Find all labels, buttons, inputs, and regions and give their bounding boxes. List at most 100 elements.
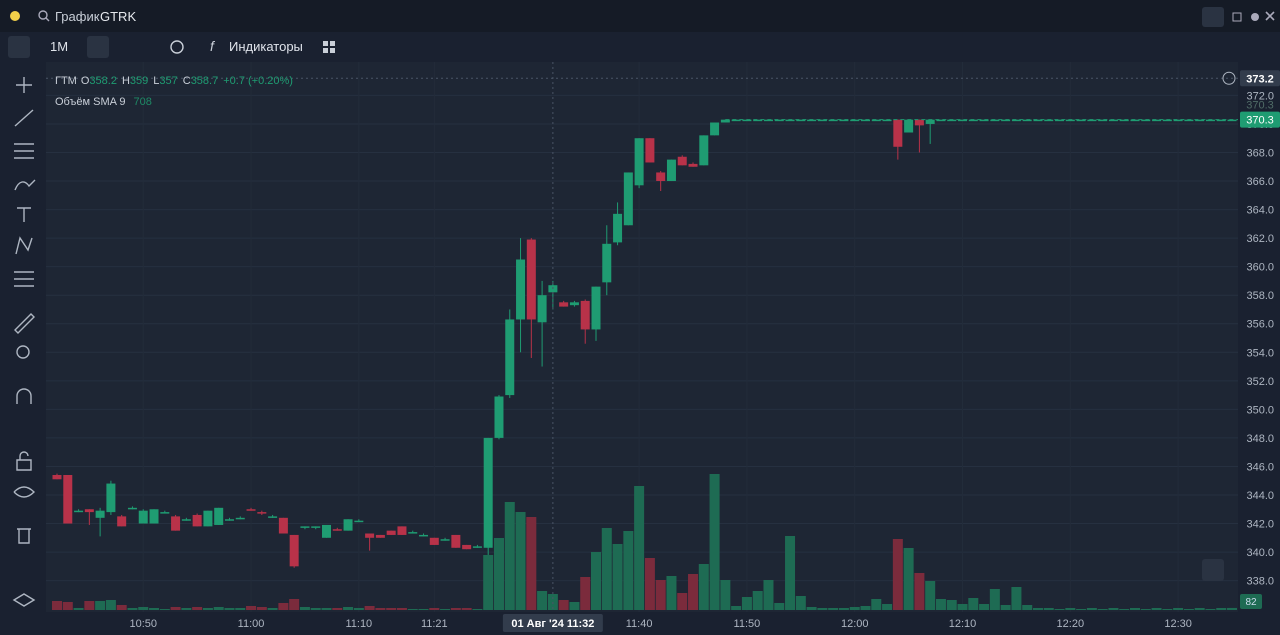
candle-body — [990, 119, 1000, 122]
candle-body — [1108, 119, 1118, 122]
trash-tool[interactable] — [17, 528, 31, 544]
volume-bar — [483, 555, 494, 610]
volume-legend-value: 708 — [134, 96, 152, 108]
candle-body — [1044, 119, 1054, 122]
candle-body — [1098, 119, 1108, 122]
volume-legend-name: Объём SMA 9 — [55, 96, 126, 108]
legend-value: 357 — [159, 75, 177, 87]
volume-bar — [817, 608, 828, 610]
volume-bar — [84, 601, 95, 610]
candle-body — [451, 534, 461, 548]
pencil-button[interactable] — [8, 36, 30, 58]
candle-body — [203, 510, 213, 527]
pattern-tool[interactable] — [15, 236, 33, 255]
volume-bar — [472, 609, 483, 610]
eye-tool[interactable] — [13, 486, 35, 498]
volume-bar — [1205, 609, 1216, 610]
volume-bar — [450, 608, 461, 610]
candle-body — [386, 530, 396, 535]
volume-bar — [795, 596, 806, 610]
volume-bar — [731, 606, 742, 610]
lock-tool[interactable] — [16, 451, 32, 471]
candle-body — [1022, 119, 1032, 122]
volume-bar — [138, 607, 149, 610]
volume-bar — [580, 577, 591, 610]
search-icon[interactable] — [38, 10, 50, 22]
volume-bar — [62, 602, 73, 610]
candle-body — [1152, 119, 1162, 122]
candle-body — [914, 119, 924, 126]
candle-body — [332, 529, 342, 531]
text-tool[interactable] — [17, 207, 31, 222]
toolbar-icons[interactable] — [110, 37, 350, 57]
ruler-tool[interactable] — [14, 313, 35, 334]
volume-bar — [396, 608, 407, 610]
brush-tool[interactable] — [14, 179, 36, 191]
volume-bar — [235, 608, 246, 610]
candle-body — [257, 512, 267, 514]
volume-legend: Объём SMA 9 708 — [55, 96, 152, 108]
x-tick-label: 11:40 — [626, 618, 653, 630]
candle-body — [52, 475, 62, 480]
window-icons[interactable] — [1232, 10, 1276, 24]
volume-bar — [720, 580, 731, 610]
volume-bar — [569, 602, 580, 610]
candle-body — [375, 534, 385, 538]
volume-bar — [601, 528, 612, 610]
volume-bar — [332, 608, 343, 610]
volume-bar — [763, 580, 774, 610]
toolbar: 1M f Индикаторы — [0, 32, 1280, 63]
scroll-right-button[interactable] — [1202, 559, 1224, 581]
indicators[interactable]: Индикаторы — [229, 39, 303, 54]
candle-body — [516, 259, 526, 320]
interval[interactable]: 1M — [50, 39, 69, 54]
volume-bar — [666, 576, 677, 610]
collapse-button[interactable] — [1202, 7, 1224, 27]
y-tick-label: 350.0 — [1246, 404, 1274, 416]
candle-body — [214, 507, 224, 525]
legend-value: 358.2 — [89, 75, 117, 87]
chart: 338.0 340.0 342.0 344.0 346.0 348.0 350.0 352.0… — [46, 62, 1280, 635]
magnet-tool[interactable] — [16, 388, 32, 404]
symbol[interactable]: GTRK — [100, 9, 137, 24]
volume-bar — [515, 512, 526, 610]
y-tick-label: 362.0 — [1246, 233, 1274, 245]
line-tool[interactable] — [14, 109, 34, 127]
title-bar: График GTRK — [0, 0, 1280, 32]
zoom-tool[interactable] — [16, 345, 30, 359]
chart-type-button[interactable] — [87, 36, 109, 58]
volume-bar — [1086, 608, 1097, 610]
candle-body — [904, 119, 914, 133]
volume-bar — [1194, 608, 1205, 610]
crosshair-price-tag — [1240, 70, 1280, 87]
candle-body — [850, 119, 860, 122]
candle-body — [1076, 119, 1086, 122]
candle-body — [440, 539, 450, 541]
candle-body — [559, 302, 569, 307]
crosshair-price-label: 373.2 — [1246, 73, 1274, 85]
volume-bar — [806, 607, 817, 610]
volume-bar — [418, 609, 429, 610]
layers-tool[interactable] — [12, 593, 36, 607]
y-tick-label: 348.0 — [1246, 433, 1274, 445]
candle-body — [300, 526, 310, 528]
last-price-label: 370.3 — [1246, 115, 1274, 127]
hlines-tool[interactable] — [14, 143, 34, 159]
volume-bar — [1065, 608, 1076, 610]
candle-body — [354, 520, 364, 523]
y-tick-label: 340.0 — [1246, 547, 1274, 559]
fib-tool[interactable] — [14, 271, 34, 287]
x-tick-label: 11:00 — [238, 618, 265, 630]
candle-body — [106, 483, 116, 513]
volume-bar — [828, 608, 839, 610]
y-tick-label: 372.0 — [1246, 90, 1274, 102]
volume-bar — [644, 558, 655, 610]
add-alert-button[interactable] — [1222, 71, 1236, 85]
crosshair-tool[interactable] — [16, 77, 32, 93]
volume-bar — [655, 580, 666, 610]
volume-bar — [1227, 607, 1238, 610]
candle-body — [968, 119, 978, 122]
volume-bar — [1140, 609, 1151, 610]
candle-body — [1055, 119, 1065, 122]
y-tick-label: 368.0 — [1246, 147, 1274, 159]
